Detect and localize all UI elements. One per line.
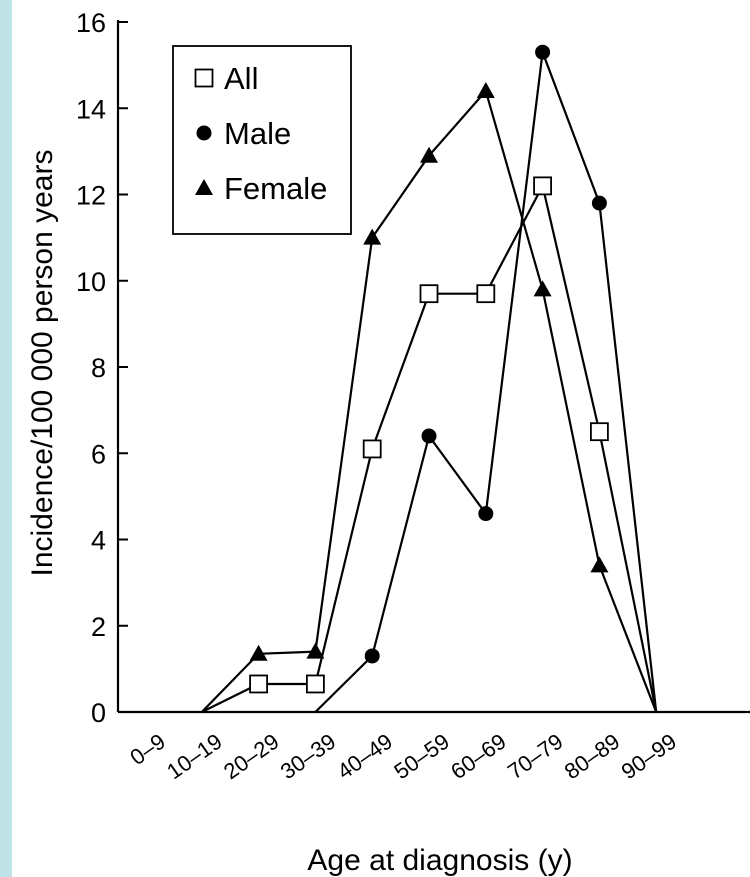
data-point-male	[478, 506, 494, 522]
x-tick-label: 10–19	[162, 729, 226, 785]
y-tick-label: 10	[76, 267, 106, 297]
data-point-male	[364, 648, 380, 664]
series-markers	[249, 44, 609, 694]
x-tick-label: 20–29	[219, 729, 283, 785]
y-ticks: 0 2 4 6 8 10 12 14 16	[76, 8, 128, 728]
legend-label-all: All	[224, 61, 258, 96]
data-point-male	[591, 195, 607, 211]
y-axis-title: Incidence/100 000 person years	[26, 150, 59, 577]
x-axis-title: Age at diagnosis (y)	[307, 844, 572, 877]
data-point-all	[590, 422, 609, 442]
x-tick-label: 80–89	[560, 729, 624, 785]
x-tick-label: 30–39	[276, 729, 340, 785]
data-point-all	[305, 674, 325, 694]
incidence-line-chart: 0 2 4 6 8 10 12 14 16 0–910–1920–2930–3940–4950–…	[26, 8, 750, 877]
data-point-female	[590, 556, 609, 573]
data-point-female	[363, 228, 382, 245]
legend-marker-male	[196, 125, 212, 141]
legend-marker-all	[194, 68, 214, 88]
data-point-all	[362, 439, 382, 459]
chart-panel: 0 2 4 6 8 10 12 14 16 0–9 10–19 20–29 30–39 40–49 50–…	[12, 0, 750, 877]
data-point-all	[533, 176, 552, 196]
series-line-male	[314, 51, 658, 713]
legend-label-male: Male	[224, 116, 291, 151]
y-tick-label: 12	[76, 181, 106, 211]
data-point-female	[249, 644, 268, 661]
x-tick-label: 60–69	[446, 729, 510, 785]
data-point-all	[419, 284, 439, 304]
data-point-all	[249, 674, 269, 694]
y-tick-label: 16	[76, 8, 106, 38]
y-tick-label: 8	[91, 353, 106, 383]
x-tick-label: 90–99	[617, 729, 681, 785]
x-tick-label: 50–59	[389, 729, 453, 785]
series-line-all	[201, 182, 658, 713]
data-point-female	[533, 280, 552, 297]
legend-marker-female	[195, 179, 213, 195]
legend: All Male Female	[172, 45, 352, 235]
data-point-female	[420, 146, 438, 163]
legend-label-female: Female	[224, 171, 327, 206]
y-tick-label: 6	[91, 439, 106, 469]
x-tick-labels: 0–910–1920–2930–3940–4950–5960–6970–7980…	[125, 729, 681, 785]
data-point-male	[421, 428, 437, 444]
x-tick-label: 40–49	[333, 729, 397, 785]
y-tick-label: 14	[76, 94, 106, 124]
data-point-female	[306, 642, 325, 659]
data-point-male	[535, 44, 551, 60]
data-point-all	[476, 284, 496, 304]
y-tick-label: 2	[91, 612, 106, 642]
data-point-female	[476, 82, 495, 98]
y-tick-label: 4	[91, 526, 106, 556]
y-tick-label: 0	[91, 698, 106, 728]
x-tick-label: 70–79	[503, 729, 567, 785]
